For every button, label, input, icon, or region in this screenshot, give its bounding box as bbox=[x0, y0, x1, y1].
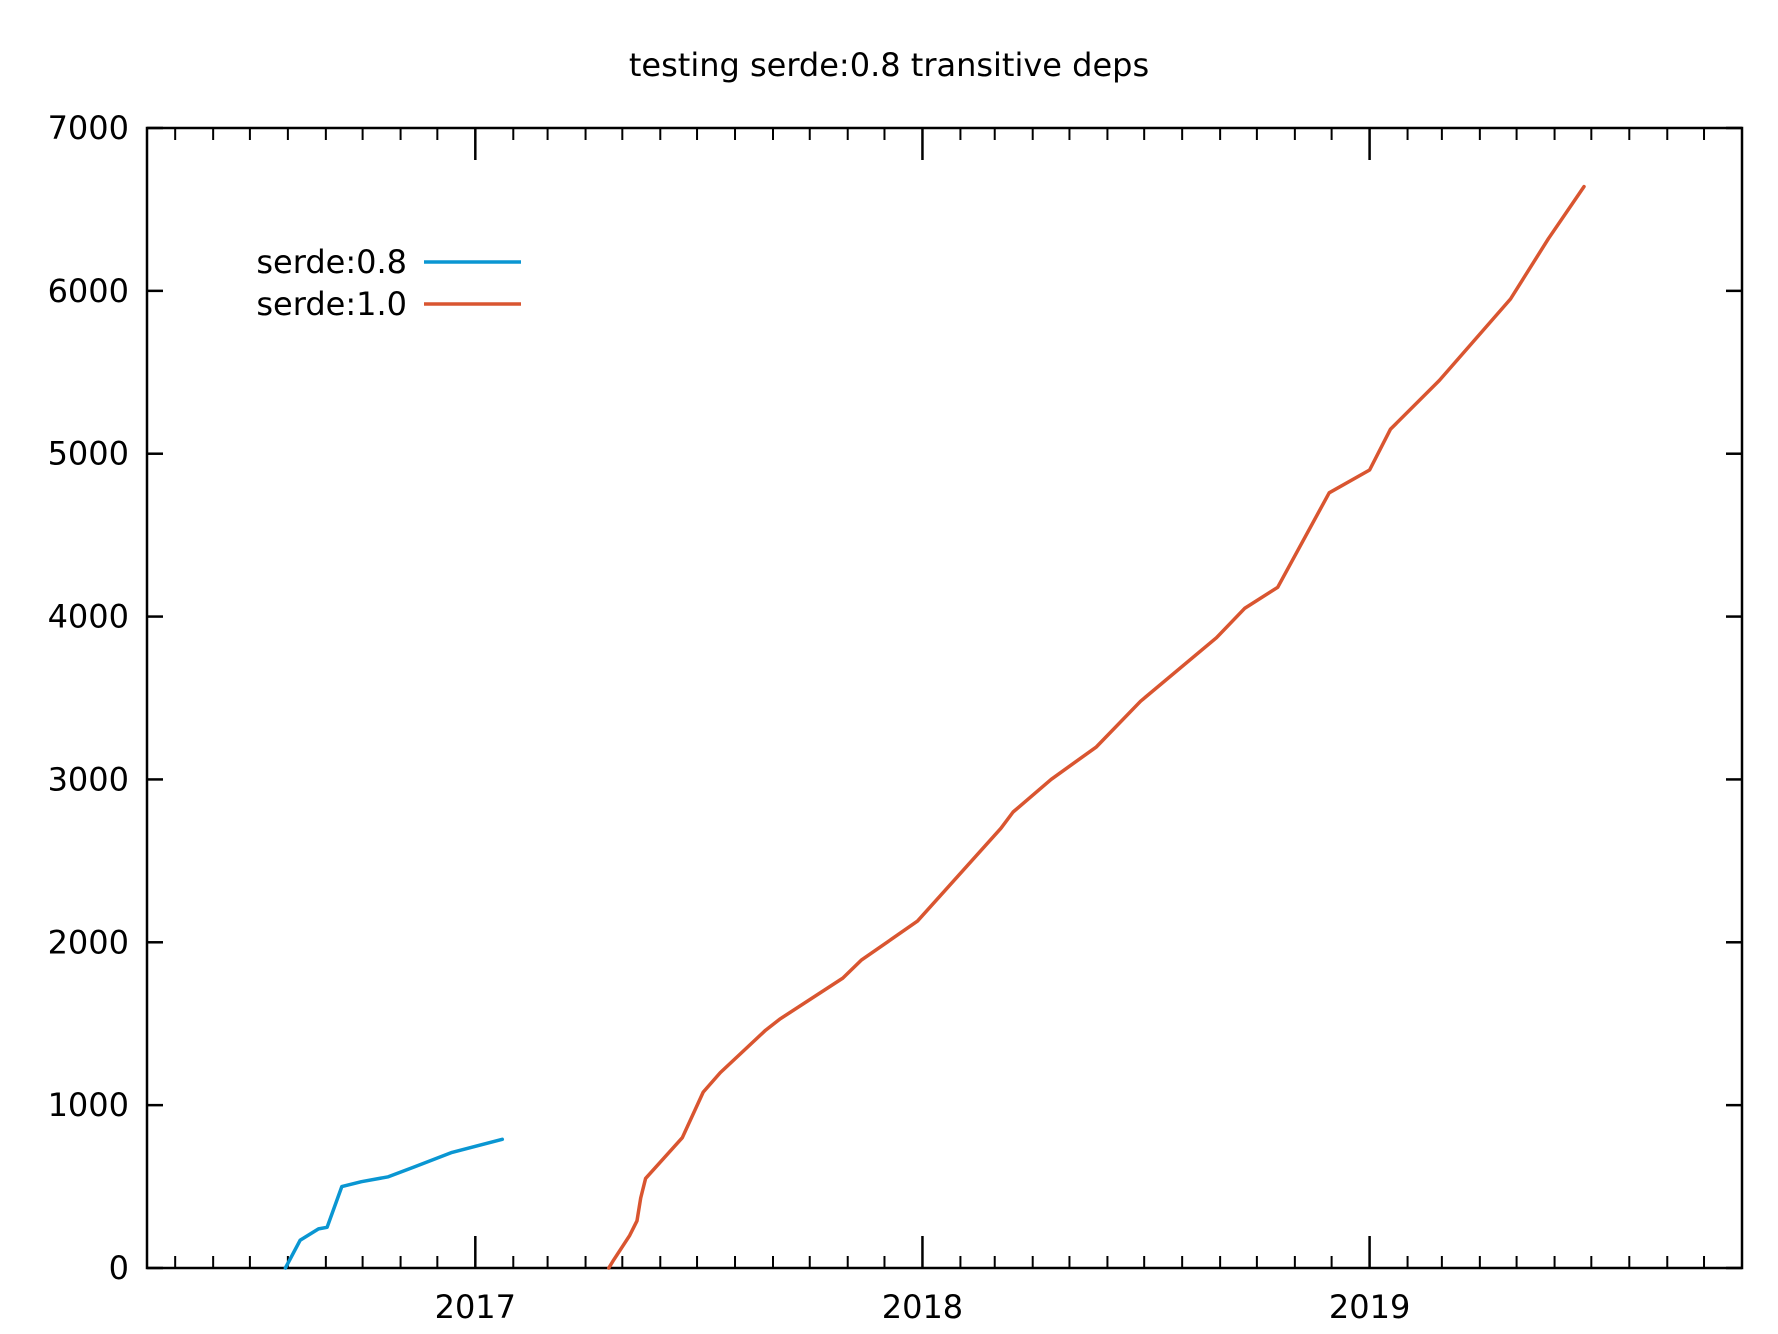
axes: 0 1000 2000 3000 4000 5000 6000 7000 2017 2018 201… bbox=[48, 109, 1744, 1326]
y-tick-label: 7000 bbox=[48, 109, 129, 147]
x-tick-label: 2019 bbox=[1329, 1288, 1410, 1326]
series-line-serde-0-8 bbox=[283, 1137, 505, 1270]
legend-label: serde:0.8 bbox=[256, 243, 407, 281]
x-tick-label: 2017 bbox=[435, 1288, 516, 1326]
y-tick-label: 6000 bbox=[48, 272, 129, 310]
legend: serde:0.8 serde:1.0 bbox=[256, 243, 521, 323]
legend-label: serde:1.0 bbox=[256, 285, 407, 323]
series-layer bbox=[283, 184, 1586, 1270]
y-tick-label: 0 bbox=[109, 1249, 129, 1287]
chart-title: testing serde:0.8 transitive deps bbox=[629, 46, 1149, 84]
y-tick-label: 2000 bbox=[48, 923, 129, 961]
y-tick-label: 1000 bbox=[48, 1086, 129, 1124]
y-tick-label: 4000 bbox=[48, 598, 129, 636]
x-tick-label: 2018 bbox=[882, 1288, 963, 1326]
series-line-serde-1-0 bbox=[607, 184, 1586, 1270]
plot-border bbox=[145, 126, 1744, 1270]
y-tick-label: 3000 bbox=[48, 760, 129, 798]
y-tick-label: 5000 bbox=[48, 435, 129, 473]
